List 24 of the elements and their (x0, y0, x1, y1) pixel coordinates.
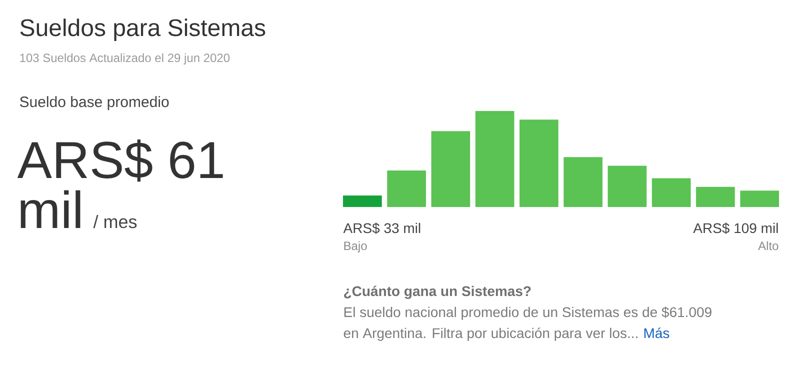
text: Sueldo base promedio (20, 96, 169, 110)
text: en Argentina. Filtra por ubicación para ver los... (344, 328, 638, 341)
bar (608, 166, 647, 207)
text: 103 Sueldos Actualizado el 29 jun 2020 (20, 53, 230, 64)
bar (652, 178, 691, 207)
text: mil (20, 190, 80, 228)
text: ¿Cuánto gana un Sistemas? (344, 286, 531, 299)
text: Alto (758, 241, 778, 250)
bar (564, 157, 602, 207)
bar (475, 110, 514, 207)
text: ARS$ 33 mil (343, 222, 420, 234)
bar (696, 186, 735, 207)
text: / mes (93, 214, 137, 228)
bar (740, 190, 780, 207)
bar (387, 170, 426, 207)
text: Bajo (344, 241, 367, 252)
text: Más (644, 328, 670, 338)
text: ARS$ 61 (17, 139, 223, 182)
bar (520, 120, 558, 207)
text: ARS$ 109 mil (693, 222, 778, 234)
text: El sueldo nacional promedio de un Sistemas es de $61.009 (344, 306, 712, 320)
text: Sueldos para Sistemas (20, 18, 266, 41)
bar (431, 131, 470, 207)
bar (343, 195, 382, 207)
